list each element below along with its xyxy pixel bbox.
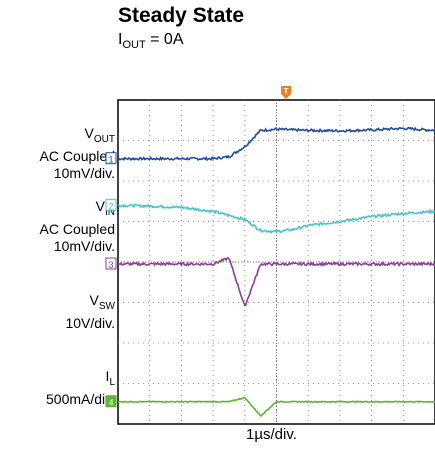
trace-il <box>117 396 435 418</box>
vout-scale: 10mV/div. <box>53 164 115 181</box>
vin-name-sub: IN <box>105 206 115 218</box>
trigger-marker-label: T <box>284 87 289 96</box>
vsw-name-sub: SW <box>98 300 115 312</box>
vout-name: VOUT <box>84 125 115 145</box>
vout-name-sub: OUT <box>93 133 115 145</box>
vout-label: VOUT AC Coupled 10mV/div. <box>40 125 116 182</box>
trace-vin <box>117 203 435 234</box>
channel-marker-4 <box>105 395 117 408</box>
trigger-marker <box>281 86 292 99</box>
il-name: IL <box>105 368 115 388</box>
vin-label: VIN AC Coupled 10mV/div. <box>40 198 116 255</box>
chart-subtitle: IOUT = 0A <box>118 31 184 51</box>
vin-scale: 10mV/div. <box>53 237 115 254</box>
trace-vsw <box>117 256 435 307</box>
il-label: IL 500mA/div. <box>46 368 115 408</box>
timebase-label: 1µs/div. <box>246 426 297 443</box>
channel-marker-1 <box>105 152 117 165</box>
vsw-scale: 10V/div. <box>65 314 115 331</box>
trace-vout <box>117 126 435 162</box>
vin-coupling: AC Coupled <box>39 220 116 237</box>
il-name-sub: L <box>109 376 115 388</box>
vsw-name: VSW <box>89 292 115 312</box>
channel-marker-label: 4 <box>108 398 113 408</box>
channel-marker-2 <box>105 198 117 211</box>
vout-coupling: AC Coupled <box>39 147 116 164</box>
chart-title: Steady State <box>118 4 245 27</box>
il-scale: 500mA/div. <box>46 390 115 407</box>
channel-marker-label: 2 <box>108 201 113 211</box>
channel-marker-label: 3 <box>108 260 113 270</box>
subtitle-suffix: = 0A <box>145 31 184 48</box>
vsw-label: VSW 10V/div. <box>65 292 115 332</box>
vin-name: VIN <box>95 198 115 218</box>
subtitle-prefix: I <box>118 31 123 48</box>
subtitle-sub: OUT <box>122 39 146 52</box>
channel-marker-label: 1 <box>108 155 113 165</box>
channel-marker-3 <box>105 257 117 270</box>
